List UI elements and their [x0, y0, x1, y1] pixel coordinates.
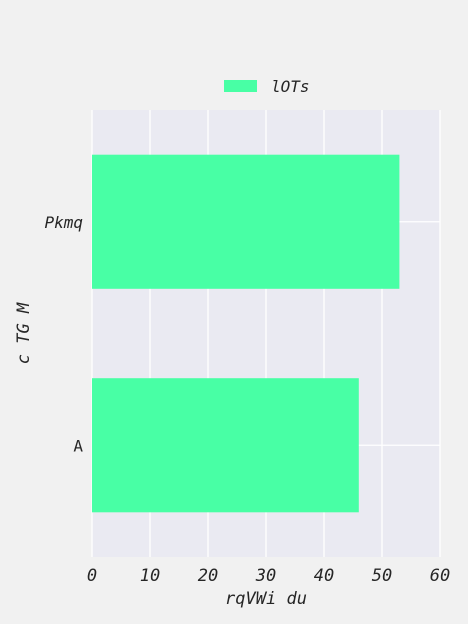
y-axis-title: c TG M [14, 302, 34, 364]
x-axis-title: rqVWi du [225, 589, 307, 609]
x-tick-label-60: 60 [430, 566, 450, 586]
x-tick-label-0: 0 [87, 566, 97, 586]
legend: lOTs [224, 77, 310, 96]
x-tick-label-20: 20 [198, 566, 218, 586]
legend-swatch [224, 80, 257, 92]
y-tick-label-pkmq: Pkmq [44, 213, 83, 232]
bar-pkmq [92, 154, 400, 289]
bar-a [92, 378, 359, 513]
x-tick-label-40: 40 [314, 566, 334, 586]
x-tick-labels: 0 10 20 30 40 50 60 [87, 566, 450, 586]
legend-label: lOTs [271, 77, 310, 96]
y-tick-label-a: A [73, 436, 83, 455]
x-tick-label-30: 30 [255, 566, 276, 586]
x-tick-label-10: 10 [140, 566, 160, 586]
y-tick-labels: Pkmq A [44, 213, 83, 456]
bars [92, 154, 400, 513]
x-tick-label-50: 50 [372, 566, 392, 586]
